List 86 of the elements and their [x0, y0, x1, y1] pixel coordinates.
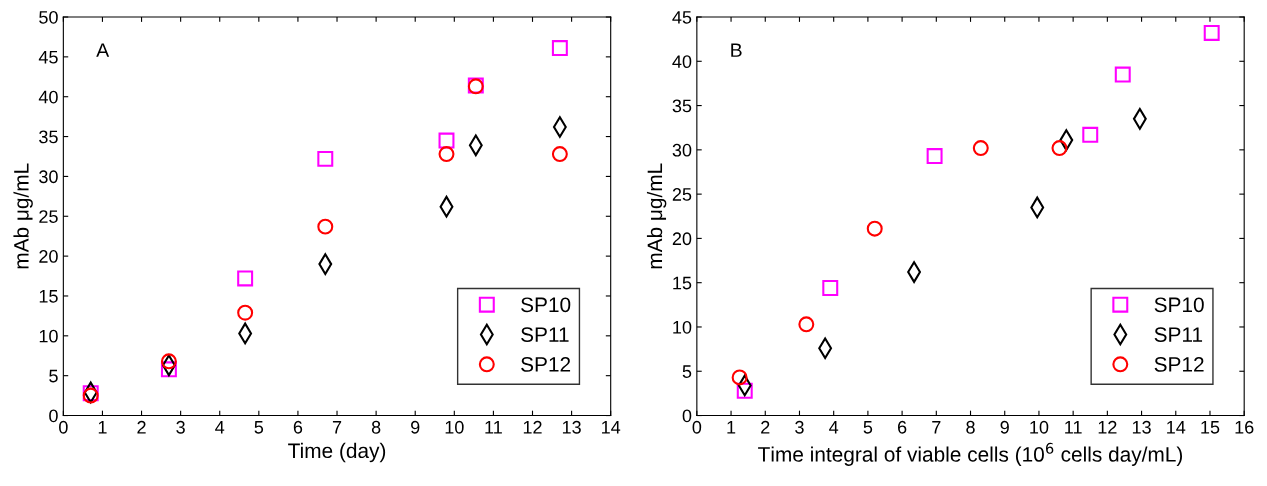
x-tick-label: 1 — [98, 421, 107, 434]
x-tick-label: 7 — [332, 421, 342, 434]
annotation: B — [731, 43, 742, 57]
x-tick-label: 4 — [215, 421, 225, 434]
y-tick-label: 50 — [39, 10, 58, 24]
y-tick-label: 15 — [673, 276, 692, 290]
point — [551, 40, 568, 57]
y-tick-label: 10 — [39, 329, 58, 343]
point — [926, 148, 943, 165]
y-tick-label: 35 — [39, 130, 58, 144]
x-tick-label: 12 — [1098, 420, 1117, 434]
y-tick-label: 35 — [672, 99, 692, 113]
x-tick-label: 13 — [1132, 420, 1151, 434]
x-tick-label: 10 — [445, 420, 464, 434]
y-tick-label: 30 — [39, 170, 58, 184]
x-tick-label: 9 — [411, 420, 420, 434]
y-tick-label: 20 — [39, 250, 58, 263]
annotation: A — [96, 43, 110, 57]
y-tick-label: 5 — [682, 365, 692, 378]
x-tick-label: 9 — [1000, 420, 1009, 434]
point — [237, 304, 254, 321]
x-tick-label: 0 — [692, 420, 702, 434]
x-tick-label: 2 — [761, 420, 770, 434]
x-tick-label: 6 — [898, 420, 907, 434]
x-tick-label: 5 — [863, 421, 873, 434]
x-tick-label: 7 — [932, 421, 941, 434]
point — [551, 146, 568, 163]
x-tick-label: 13 — [562, 420, 581, 434]
x-tick-label: 2 — [137, 420, 146, 434]
point — [237, 270, 254, 287]
point — [1082, 126, 1099, 143]
x-tick-label: 10 — [1030, 420, 1049, 434]
x-tick-label: 0 — [59, 420, 68, 434]
y-tick-label: 20 — [672, 232, 692, 246]
legend-label: SP12 — [1154, 357, 1204, 372]
x-tick-label: 5 — [254, 421, 264, 434]
x-tick-label: 4 — [829, 421, 839, 434]
y-tick-label: 5 — [49, 369, 58, 383]
x-tick-label: 8 — [966, 420, 975, 434]
point — [866, 220, 883, 237]
x-tick-label: 12 — [523, 420, 542, 434]
point — [160, 361, 177, 378]
x-tick-label: 11 — [485, 421, 502, 434]
y-tick-label: 25 — [39, 210, 58, 223]
x-tick-label: 15 — [1201, 421, 1220, 434]
y-tick-label: 15 — [39, 290, 58, 303]
point — [317, 218, 334, 235]
y-tick-label: 30 — [672, 143, 692, 157]
point — [438, 146, 455, 163]
x-tick-label: 8 — [371, 420, 381, 434]
y-tick-label: 0 — [682, 409, 692, 423]
x-tick-label: 1 — [727, 421, 736, 434]
legend-label: SP12 — [521, 357, 571, 372]
point — [1203, 24, 1220, 41]
x-tick-label: 3 — [795, 420, 804, 434]
point — [972, 140, 989, 157]
point — [736, 382, 753, 399]
point — [438, 132, 455, 149]
y-tick-label: 25 — [672, 188, 692, 201]
y-tick-label: 45 — [672, 11, 692, 24]
y-tick-label: 40 — [672, 55, 692, 69]
y-tick-label: 10 — [673, 320, 692, 334]
point — [822, 280, 839, 296]
y-axis-title: mAb μg/mL — [13, 163, 33, 269]
legend-label: SP11 — [1154, 327, 1203, 342]
legend-label: SP10 — [1154, 297, 1204, 313]
point — [317, 150, 334, 167]
x-tick-label: 3 — [176, 420, 185, 434]
y-tick-label: 40 — [38, 90, 58, 104]
y-axis-title: mAb μg/mL — [646, 163, 667, 269]
point — [160, 353, 177, 370]
point — [1051, 140, 1068, 157]
x-tick-label: 14 — [1167, 421, 1186, 434]
legend-label: SP11 — [521, 327, 569, 342]
x-tick-label: 11 — [1065, 421, 1082, 434]
x-axis-title: Time (day) — [288, 442, 386, 463]
x-axis-title: Time integral of viable cells (10$^{6}$ cells day/mL) — [758, 442, 1183, 466]
point — [798, 316, 815, 333]
y-tick-label: 0 — [49, 409, 58, 423]
x-tick-label: 14 — [602, 421, 621, 434]
point — [731, 369, 748, 386]
legend-label: SP10 — [521, 297, 571, 313]
y-tick-label: 45 — [38, 50, 58, 64]
x-tick-label: 6 — [293, 420, 303, 434]
x-tick-label: 16 — [1235, 420, 1254, 434]
point — [1114, 66, 1131, 83]
